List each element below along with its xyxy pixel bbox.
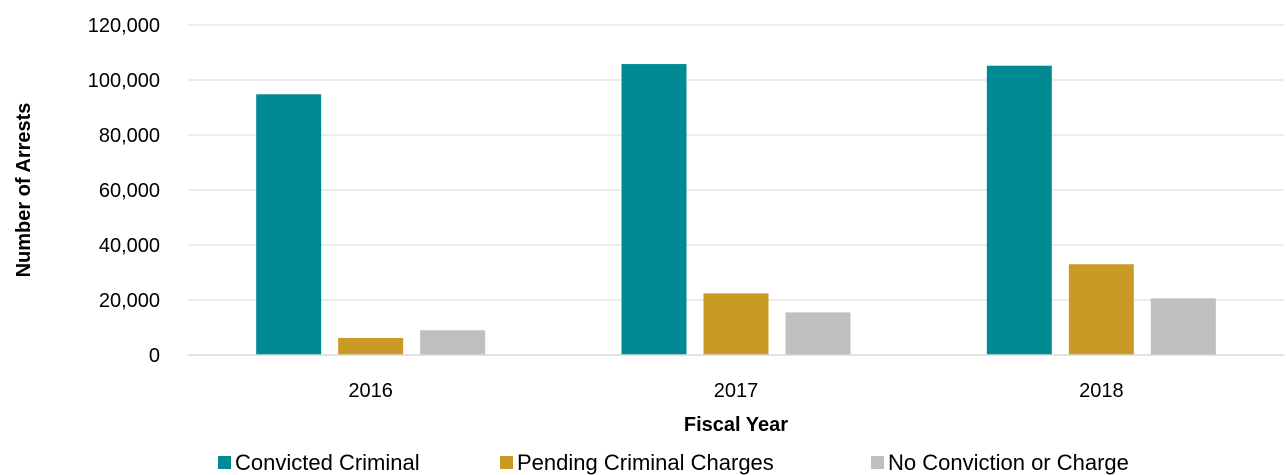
- legend-label: Pending Criminal Charges: [517, 450, 774, 475]
- y-axis-ticks: 0 20,000 40,000 60,000 80,000 100,000 120,000: [88, 15, 160, 367]
- x-axis-title: Fiscal Year: [684, 414, 788, 436]
- y-tick-label: 120,000: [88, 15, 160, 37]
- legend-swatch: [218, 456, 231, 469]
- y-tick-label: 20,000: [99, 290, 160, 312]
- x-tick-label: 2016: [348, 380, 393, 402]
- bar-pending-criminal-charges-2018: [1068, 264, 1134, 355]
- y-axis-title: Number of Arrests: [13, 103, 35, 278]
- bar-pending-criminal-charges-2017: [703, 293, 769, 355]
- y-tick-label: 80,000: [99, 125, 160, 147]
- bar-pending-criminal-charges-2016: [338, 337, 404, 355]
- bar-no-conviction-or-charge-2016: [420, 330, 486, 355]
- bar-no-conviction-or-charge-2017: [785, 312, 851, 355]
- legend-swatch: [500, 456, 513, 469]
- bar-convicted-criminal-2016: [256, 94, 322, 356]
- y-tick-label: 40,000: [99, 235, 160, 257]
- bars: [256, 64, 1216, 356]
- legend-label: No Conviction or Charge: [888, 450, 1129, 475]
- bar-convicted-criminal-2018: [986, 65, 1052, 355]
- x-axis-ticks: 2016 2017 2018: [348, 380, 1123, 402]
- legend-label: Convicted Criminal: [235, 450, 420, 475]
- legend: Convicted Criminal Pending Criminal Charg…: [218, 450, 1129, 475]
- x-tick-label: 2018: [1079, 380, 1124, 402]
- bar-no-conviction-or-charge-2018: [1150, 298, 1216, 355]
- y-tick-label: 0: [149, 345, 160, 367]
- y-tick-label: 100,000: [88, 70, 160, 92]
- y-tick-label: 60,000: [99, 180, 160, 202]
- legend-swatch: [871, 456, 884, 469]
- x-tick-label: 2017: [714, 380, 759, 402]
- gridlines: [188, 24, 1284, 301]
- bar-convicted-criminal-2017: [621, 64, 687, 356]
